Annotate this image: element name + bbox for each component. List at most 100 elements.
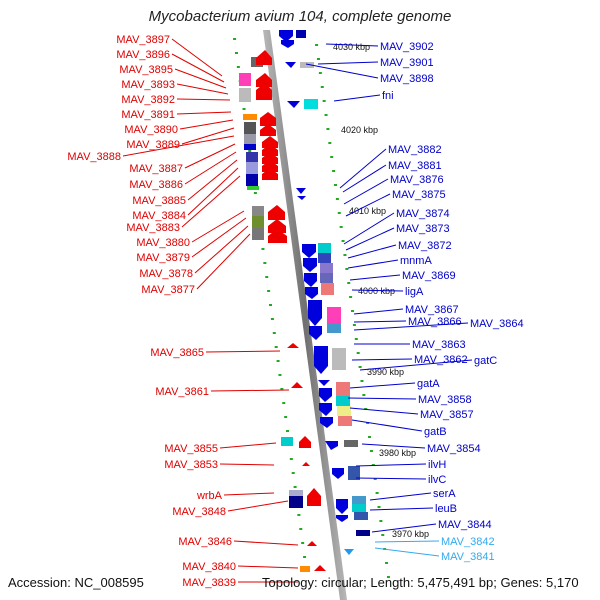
gene-label[interactable]: MAV_3897 (116, 34, 170, 46)
gene-label[interactable]: MAV_3855 (164, 443, 218, 455)
gene-arrow (320, 417, 333, 428)
tick-mark (303, 556, 307, 558)
gene-label[interactable]: MAV_3839 (182, 577, 236, 589)
gene-arrow (262, 152, 278, 164)
tick-mark (282, 402, 286, 404)
label-leader-line (171, 53, 225, 83)
gene-label[interactable]: MAV_3863 (412, 339, 466, 351)
gene-label[interactable]: MAV_3902 (380, 41, 434, 53)
gene-label[interactable]: MAV_3889 (126, 139, 180, 151)
gene-block (246, 162, 258, 174)
label-leader-line (342, 164, 387, 193)
gene-label[interactable]: MAV_3892 (121, 94, 175, 106)
gene-label[interactable]: MAV_3873 (396, 223, 450, 235)
gene-block (332, 348, 346, 370)
gene-label[interactable]: MAV_3877 (141, 284, 195, 296)
gene-label[interactable]: leuB (435, 503, 457, 515)
gene-arrow (260, 112, 276, 126)
gene-block (320, 263, 333, 273)
gene-block (354, 512, 368, 520)
gene-label[interactable]: MAV_3880 (136, 237, 190, 249)
gene-label[interactable]: gatC (474, 355, 497, 367)
gene-label[interactable]: MAV_3878 (139, 268, 193, 280)
gene-arrow (314, 565, 326, 571)
gene-label[interactable]: MAV_3875 (392, 189, 446, 201)
gene-arrow (332, 468, 344, 479)
gene-arrow (302, 462, 310, 466)
gene-label[interactable]: MAV_3885 (132, 195, 186, 207)
gene-label[interactable]: MAV_3844 (438, 519, 492, 531)
gene-arrow (307, 541, 317, 546)
gene-label[interactable]: MAV_3895 (119, 64, 173, 76)
gene-label[interactable]: MAV_3893 (121, 79, 175, 91)
gene-label[interactable]: gatA (417, 378, 440, 390)
gene-block (300, 62, 314, 68)
gene-label[interactable]: MAV_3841 (441, 551, 495, 563)
gene-label[interactable]: MAV_3866 (408, 316, 462, 328)
gene-label[interactable]: MAV_3879 (136, 252, 190, 264)
gene-arrow (305, 287, 318, 299)
gene-label[interactable]: wrbA (196, 490, 223, 502)
label-leader-line (339, 148, 387, 189)
gene-block (327, 323, 341, 333)
accession-text: Accession: NC_008595 (8, 575, 144, 590)
label-leader-line (343, 178, 389, 205)
gene-label[interactable]: MAV_3901 (380, 57, 434, 69)
kbp-mark: 4000 kbp (358, 286, 395, 296)
kbp-mark: 4010 kbp (349, 206, 386, 216)
gene-label[interactable]: MAV_3848 (172, 506, 226, 518)
gene-label[interactable]: MAV_3896 (116, 49, 170, 61)
gene-label[interactable]: MAV_3886 (129, 179, 183, 191)
gene-label[interactable]: MAV_3891 (121, 109, 175, 121)
gene-label[interactable]: MAV_3887 (129, 163, 183, 175)
gene-label[interactable]: MAV_3872 (398, 240, 452, 252)
gene-label[interactable]: fni (382, 90, 394, 102)
gene-label[interactable]: MAV_3862 (414, 354, 468, 366)
gene-label[interactable]: MAV_3898 (380, 73, 434, 85)
gene-label[interactable]: mnmA (400, 255, 432, 267)
gene-label[interactable]: MAV_3864 (470, 318, 524, 330)
gene-label[interactable]: MAV_3853 (164, 459, 218, 471)
gene-label[interactable]: MAV_3865 (150, 347, 204, 359)
gene-label[interactable]: MAV_3846 (178, 536, 232, 548)
tick-mark (360, 380, 364, 382)
label-leader-line (179, 119, 234, 130)
gene-label[interactable]: ilvC (428, 474, 446, 486)
label-leader-line (176, 111, 232, 115)
tick-mark (253, 192, 257, 194)
gene-label[interactable]: MAV_3869 (402, 270, 456, 282)
gene-label[interactable]: MAV_3857 (420, 409, 474, 421)
gene-label[interactable]: serA (433, 488, 456, 500)
gene-label[interactable]: MAV_3861 (155, 386, 209, 398)
gene-label[interactable]: MAV_3884 (132, 210, 186, 222)
label-leader-line (345, 227, 395, 251)
gene-label[interactable]: MAV_3883 (126, 222, 180, 234)
gene-label[interactable]: ligA (405, 286, 424, 298)
gene-label[interactable]: MAV_3840 (182, 561, 236, 573)
label-leader-line (171, 38, 223, 77)
tick-mark (351, 310, 355, 312)
gene-label[interactable]: MAV_3858 (418, 394, 472, 406)
tick-mark (234, 52, 238, 54)
gene-block (337, 406, 351, 416)
gene-label[interactable]: MAV_3842 (441, 536, 495, 548)
label-leader-line (359, 359, 473, 371)
tick-mark (335, 198, 339, 200)
gene-arrow (285, 62, 296, 68)
gene-label[interactable]: MAV_3854 (427, 443, 481, 455)
gene-arrow (262, 144, 278, 156)
gene-label[interactable]: MAV_3876 (390, 174, 444, 186)
gene-label[interactable]: MAV_3882 (388, 144, 442, 156)
tick-mark (375, 492, 379, 494)
label-leader-line (174, 68, 227, 89)
kbp-mark: 4030 kbp (333, 42, 370, 52)
tick-mark (381, 534, 385, 536)
gene-label[interactable]: gatB (424, 426, 447, 438)
gene-label[interactable]: MAV_3890 (124, 124, 178, 136)
gene-label[interactable]: MAV_3888 (67, 151, 121, 163)
gene-label[interactable]: MAV_3881 (388, 160, 442, 172)
gene-label[interactable]: MAV_3867 (405, 304, 459, 316)
gene-label[interactable]: MAV_3874 (396, 208, 450, 220)
gene-label[interactable]: ilvH (428, 459, 446, 471)
gene-block (252, 216, 264, 228)
